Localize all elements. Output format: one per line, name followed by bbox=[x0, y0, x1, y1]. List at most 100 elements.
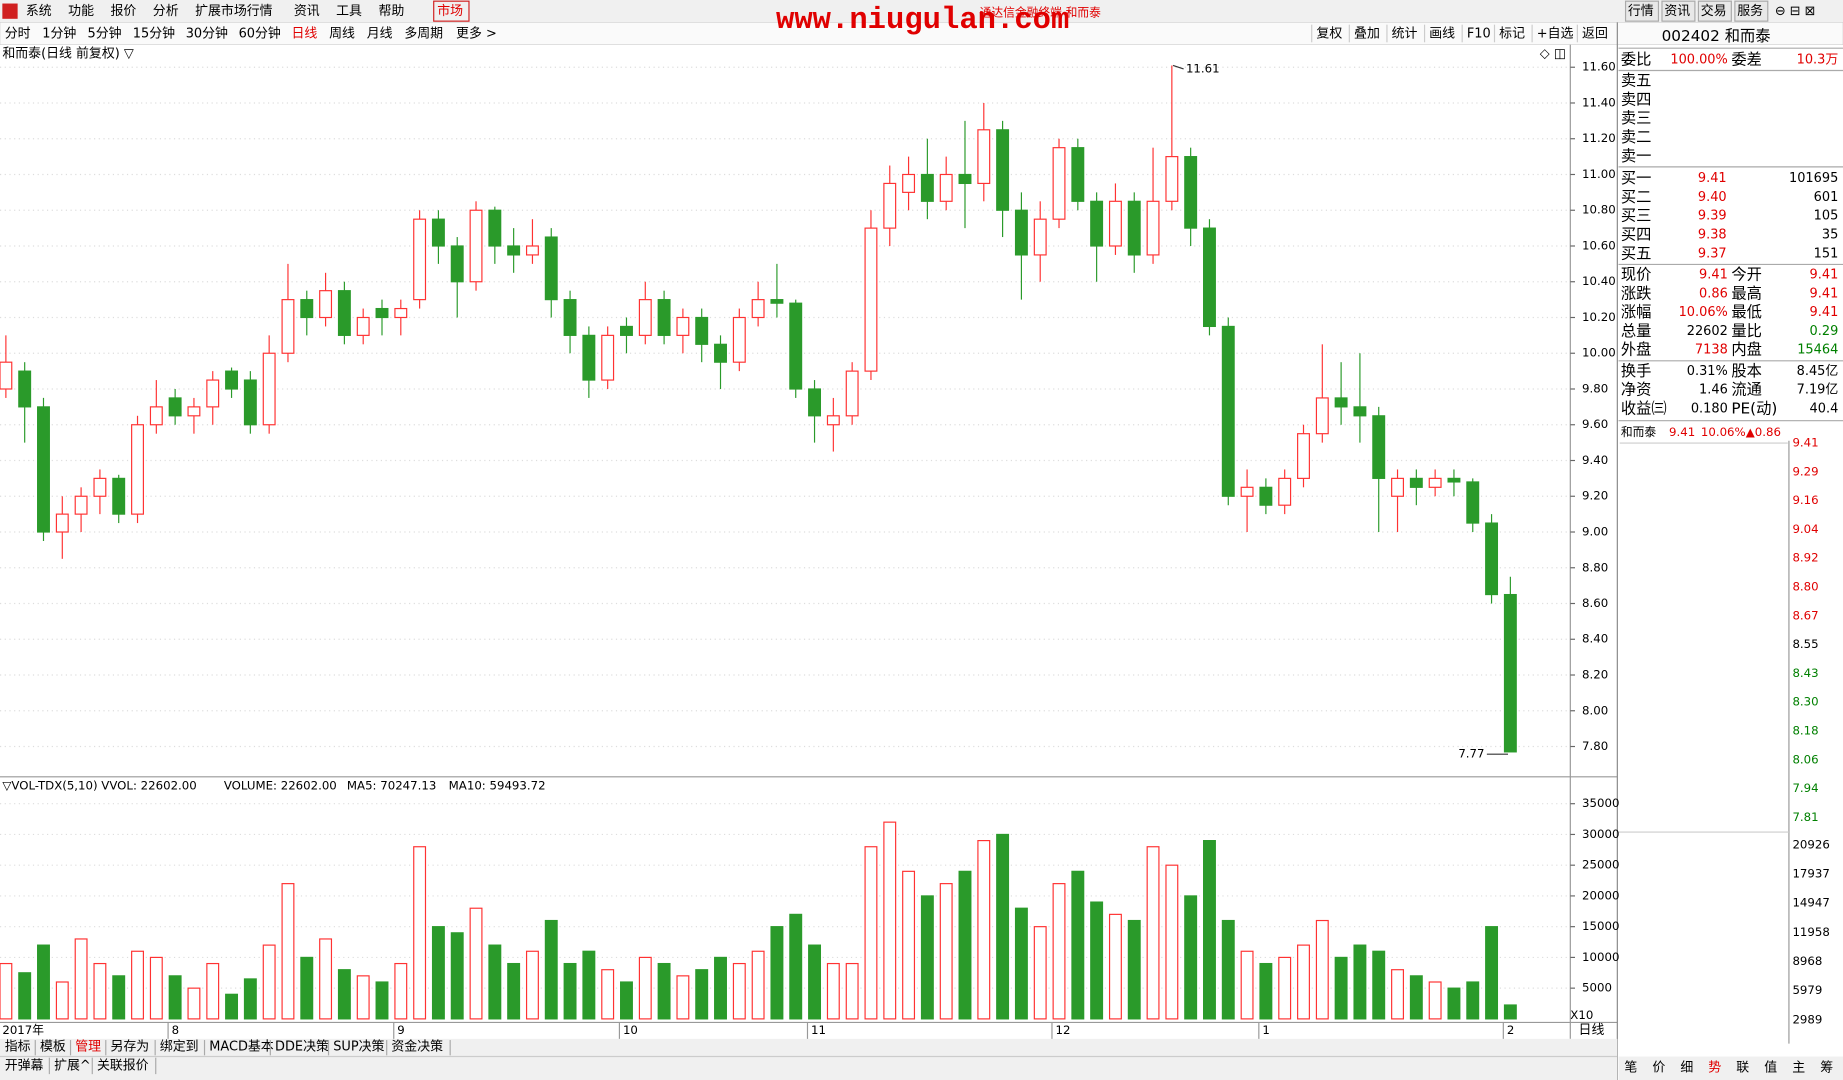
menu-item[interactable]: 扩展市场行情 bbox=[195, 3, 273, 19]
menu-item[interactable]: 工具 bbox=[336, 4, 362, 19]
menu-button[interactable] bbox=[1661, 0, 1696, 22]
tool-button[interactable]: 统计 bbox=[1392, 27, 1418, 42]
mini-tab[interactable]: 势 bbox=[1708, 1060, 1721, 1076]
bottom-tab[interactable]: 资金决策 bbox=[391, 1039, 443, 1055]
y-tick-label: 11.20 bbox=[1582, 131, 1616, 145]
menu-item[interactable]: 市场 bbox=[437, 3, 463, 19]
quote-value: 7.19亿 bbox=[1797, 383, 1839, 398]
bottom-tab[interactable]: 管理 bbox=[75, 1040, 101, 1055]
candle-body bbox=[431, 218, 445, 247]
tool-button[interactable]: +自选 bbox=[1537, 27, 1574, 42]
candle-body bbox=[977, 129, 991, 185]
candle-body bbox=[1127, 200, 1141, 256]
quote-value: 10.3万 bbox=[1797, 52, 1839, 67]
menu-item[interactable]: 报价 bbox=[110, 4, 136, 19]
period-tab[interactable]: 分时 bbox=[5, 27, 31, 42]
menu-button[interactable] bbox=[1697, 0, 1732, 22]
menu-item[interactable]: 帮助 bbox=[378, 4, 404, 19]
mini-price-label: 8.43 bbox=[1792, 666, 1818, 680]
tool-button[interactable]: F10 bbox=[1467, 27, 1491, 42]
bottom-tab[interactable]: SUP决策 bbox=[333, 1039, 384, 1055]
candle-body bbox=[620, 325, 633, 336]
buy-price: 9.41 bbox=[1698, 171, 1727, 186]
volume-bar bbox=[507, 962, 521, 1020]
mini-tab[interactable]: 主 bbox=[1792, 1061, 1805, 1076]
bottom-tab[interactable]: 绑定到 bbox=[160, 1040, 199, 1055]
mini-tab[interactable]: 细 bbox=[1680, 1061, 1693, 1076]
menu-item[interactable]: 系统 bbox=[26, 4, 52, 19]
toolbar bbox=[0, 22, 1843, 45]
bottom-tab[interactable]: MACD基本 bbox=[209, 1040, 274, 1055]
period-tab[interactable]: 月线 bbox=[367, 27, 393, 42]
menu-right-item: 交易 bbox=[1701, 3, 1727, 19]
tool-button[interactable]: 叠加 bbox=[1354, 27, 1380, 42]
volume-tick-label: 25000 bbox=[1582, 858, 1619, 872]
candle-body bbox=[695, 316, 709, 345]
y-tick-label: 11.00 bbox=[1582, 167, 1616, 181]
bottom-tab[interactable]: 指标 bbox=[5, 1040, 31, 1055]
mini-tab[interactable]: 笔 bbox=[1624, 1060, 1637, 1076]
mini-tab-area bbox=[1618, 1056, 1843, 1080]
mini-tab[interactable]: 价 bbox=[1652, 1061, 1665, 1076]
panel-icon: ◇ ◫ bbox=[1540, 47, 1566, 62]
mini-tab[interactable]: 联 bbox=[1736, 1061, 1749, 1076]
y-tick-label: 10.20 bbox=[1582, 310, 1616, 324]
bottom-tab[interactable]: 扩展^ bbox=[54, 1058, 91, 1073]
period-tab[interactable]: 1分钟 bbox=[42, 26, 76, 42]
bottom-tab[interactable]: 另存为 bbox=[110, 1040, 149, 1055]
quote-label: PE(动) bbox=[1731, 399, 1777, 417]
bottom-tab[interactable]: 开弹幕 bbox=[5, 1058, 44, 1073]
volume-bar bbox=[657, 962, 671, 1020]
mini-tab[interactable]: 筹 bbox=[1820, 1060, 1833, 1076]
quote-value: 0.31% bbox=[1687, 364, 1728, 379]
volume-bar bbox=[1334, 956, 1348, 1020]
bottom-tab-area bbox=[0, 1038, 1618, 1080]
quote-value: 0.86 bbox=[1699, 286, 1728, 301]
candle-body bbox=[1353, 406, 1367, 417]
period-tab[interactable]: 多周期 bbox=[404, 27, 443, 42]
tool-button[interactable]: 画线 bbox=[1429, 27, 1455, 42]
period-tab[interactable]: 60分钟 bbox=[239, 26, 281, 42]
period-tab[interactable]: 日线 bbox=[291, 27, 317, 42]
volume-bar bbox=[1391, 969, 1404, 1020]
volume-bar bbox=[375, 981, 389, 1020]
high-label: 11.61 bbox=[1186, 61, 1220, 75]
bottom-tab[interactable]: DDE决策 bbox=[275, 1039, 329, 1055]
candle-body bbox=[1297, 433, 1310, 479]
menu-button[interactable] bbox=[1734, 0, 1769, 22]
bottom-tab[interactable]: 关联报价 bbox=[97, 1058, 149, 1073]
buy-volume: 151 bbox=[1814, 246, 1839, 261]
volume-bar bbox=[1203, 840, 1216, 1020]
bottom-tab[interactable]: 模板 bbox=[40, 1040, 66, 1055]
period-tab[interactable]: 周线 bbox=[329, 27, 355, 42]
quote-label: 最高 bbox=[1731, 284, 1762, 302]
volume-tick-label: 20000 bbox=[1582, 888, 1619, 902]
menu-button[interactable] bbox=[1624, 0, 1660, 22]
tool-button[interactable]: 复权 bbox=[1316, 26, 1342, 42]
mini-tab[interactable]: 值 bbox=[1764, 1060, 1777, 1076]
volume-tick-label: 30000 bbox=[1582, 827, 1619, 841]
candle-body bbox=[74, 495, 88, 515]
buy-label: 买二 bbox=[1621, 188, 1652, 206]
candle-body bbox=[337, 290, 351, 336]
candle-body bbox=[1259, 486, 1273, 506]
menu-item[interactable]: 分析 bbox=[153, 4, 179, 19]
menu-item[interactable]: 功能 bbox=[68, 4, 94, 19]
candle-body bbox=[770, 299, 784, 304]
period-tab[interactable]: 5分钟 bbox=[88, 26, 122, 42]
tool-button[interactable]: 返回 bbox=[1582, 27, 1608, 42]
window-title: 通达信金融终端 和而泰 bbox=[980, 5, 1101, 19]
candle-body bbox=[826, 415, 840, 426]
period-tab[interactable]: 30分钟 bbox=[186, 26, 228, 42]
quote-label: 收益㈢ bbox=[1621, 399, 1667, 417]
quote-label: 现价 bbox=[1621, 265, 1652, 283]
quote-value: 0.29 bbox=[1810, 324, 1839, 339]
tool-button[interactable]: 标记 bbox=[1499, 27, 1525, 42]
period-tab[interactable]: 15分钟 bbox=[133, 26, 175, 42]
period-tab[interactable]: 更多 > bbox=[456, 27, 497, 42]
menu-item[interactable]: 资讯 bbox=[294, 4, 320, 19]
candle-body bbox=[1315, 397, 1329, 435]
candle-body bbox=[1203, 227, 1216, 328]
candle-body bbox=[883, 182, 897, 229]
volume-bar bbox=[1221, 919, 1235, 1020]
